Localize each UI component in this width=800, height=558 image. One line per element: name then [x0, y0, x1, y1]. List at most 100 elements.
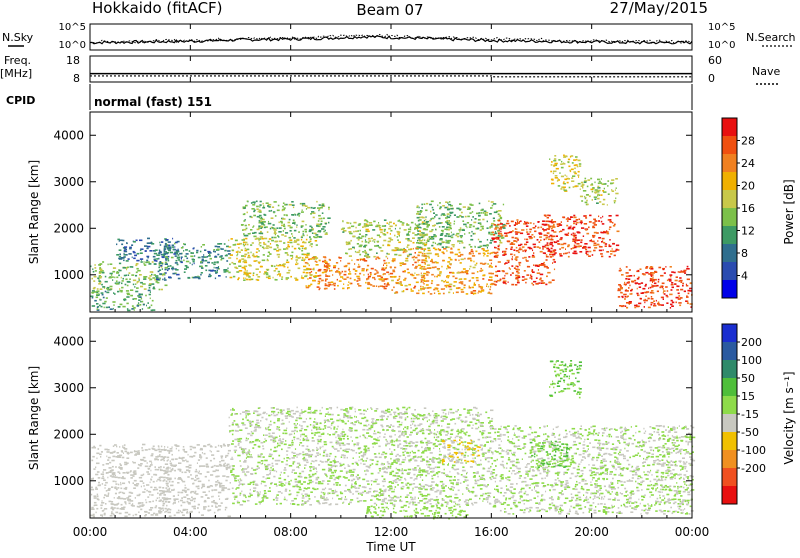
scatter-cell — [489, 253, 491, 255]
scatter-cell — [218, 495, 219, 497]
scatter-cell — [448, 286, 451, 288]
scatter-cell — [445, 201, 448, 203]
scatter-cell — [306, 462, 308, 464]
scatter-cell — [517, 275, 520, 277]
scatter-cell — [483, 255, 484, 257]
scatter-cell — [278, 236, 279, 238]
scatter-cell — [426, 242, 428, 244]
scatter-cell — [113, 481, 115, 483]
scatter-cell — [397, 239, 399, 241]
scatter-cell — [360, 259, 361, 261]
scatter-cell — [153, 474, 156, 476]
scatter-cell — [205, 494, 208, 496]
scatter-cell — [165, 262, 167, 264]
scatter-cell — [202, 267, 204, 269]
scatter-cell — [465, 216, 467, 218]
scatter-cell — [118, 496, 120, 498]
scatter-cell — [319, 236, 322, 238]
scatter-cell — [99, 271, 102, 273]
scatter-cell — [637, 306, 640, 308]
scatter-cell — [246, 454, 247, 456]
scatter-cell — [549, 215, 551, 217]
scatter-cell — [130, 266, 133, 268]
scatter-cell — [663, 297, 664, 299]
scatter-cell — [362, 429, 365, 431]
scatter-cell — [364, 245, 366, 247]
scatter-cell — [294, 427, 297, 429]
scatter-cell — [354, 279, 356, 281]
scatter-cell — [495, 256, 498, 258]
scatter-cell — [493, 218, 495, 220]
scatter-cell — [686, 285, 688, 287]
scatter-cell — [477, 480, 480, 482]
scatter-cell — [207, 262, 210, 264]
scatter-cell — [289, 239, 292, 241]
scatter-cell — [528, 222, 529, 224]
scatter-cell — [405, 249, 406, 251]
scatter-cell — [567, 220, 569, 222]
scatter-cell — [645, 295, 646, 297]
scatter-cell — [168, 512, 171, 514]
scatter-cell — [227, 250, 230, 252]
scatter-cell — [249, 493, 251, 495]
scatter-cell — [267, 269, 269, 271]
scatter-cell — [424, 203, 426, 205]
scatter-cell — [346, 222, 348, 224]
scatter-cell — [180, 478, 183, 480]
scatter-cell — [652, 292, 654, 294]
scatter-cell — [575, 156, 578, 158]
scatter-cell — [476, 277, 479, 279]
scatter-cell — [429, 253, 432, 255]
scatter-cell — [315, 234, 318, 236]
scatter-cell — [622, 292, 623, 294]
scatter-cell — [442, 483, 444, 485]
scatter-cell — [283, 202, 285, 204]
scatter-cell — [585, 178, 587, 180]
scatter-cell — [154, 487, 157, 489]
scatter-cell — [491, 283, 494, 285]
scatter-cell — [568, 166, 570, 168]
scatter-cell — [161, 449, 164, 451]
scatter-cell — [420, 289, 422, 291]
scatter-cell — [120, 304, 123, 306]
scatter-cell — [564, 156, 567, 158]
scatter-cell — [496, 238, 499, 240]
scatter-cell — [299, 464, 301, 466]
scatter-cell — [576, 159, 577, 161]
scatter-cell — [242, 239, 246, 241]
scatter-cell — [310, 213, 312, 215]
scatter-cell — [147, 261, 150, 263]
scatter-cell — [94, 502, 97, 504]
scatter-cell — [315, 460, 318, 462]
scatter-cell — [585, 252, 587, 254]
scatter-cell — [221, 457, 223, 459]
scatter-cell — [360, 463, 361, 465]
scatter-cell — [434, 292, 435, 294]
scatter-cell — [276, 244, 278, 246]
scatter-cell — [307, 235, 308, 237]
scatter-cell — [319, 413, 322, 415]
scatter-cell — [403, 290, 404, 292]
scatter-cell — [512, 272, 514, 274]
scatter-cell — [458, 287, 461, 289]
scatter-cell — [297, 407, 298, 409]
scatter-cell — [102, 286, 105, 288]
scatter-cell — [420, 286, 421, 288]
scatter-cell — [559, 172, 560, 174]
scatter-cell — [320, 223, 322, 225]
scatter-cell — [500, 218, 502, 220]
scatter-cell — [319, 231, 321, 233]
scatter-cell — [143, 304, 145, 306]
scatter-cell — [438, 255, 440, 257]
scatter-cell — [251, 252, 252, 254]
scatter-cell — [292, 440, 293, 442]
scatter-cell — [489, 226, 492, 228]
scatter-cell — [374, 430, 375, 432]
scatter-cell — [365, 282, 367, 284]
scatter-cell — [241, 255, 244, 257]
scatter-cell — [393, 271, 396, 273]
scatter-cell — [423, 487, 424, 489]
scatter-cell — [116, 283, 119, 285]
scatter-cell — [119, 473, 121, 475]
scatter-cell — [104, 307, 105, 309]
